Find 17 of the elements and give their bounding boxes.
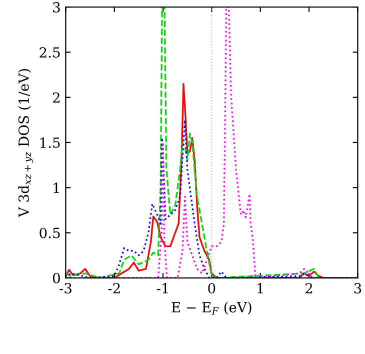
line-series [66,7,358,278]
x-tick-label: -1 [156,282,168,294]
x-tick-label: 2 [306,282,312,294]
y-axis-title: V 3d$_{xz+yz}$ DOS (1/eV) [18,69,34,218]
x-tick-label: 1 [258,282,263,294]
y-tick-label: 3 [53,2,60,13]
y-tick-label: 2 [52,92,60,103]
x-tick-label: -2 [108,282,120,294]
x-tick-label: 3 [354,282,362,294]
x-tick-label: 0 [208,282,216,294]
y-tick-label: 1.5 [40,137,60,148]
y-tick-label: 2.5 [40,47,60,58]
y-tick-label: 0 [52,272,60,284]
y-tick-label: 1 [54,182,59,193]
x-tick-label: -3 [60,282,72,294]
y-tick-label: 0.5 [40,228,60,238]
x-axis-title: E − E$_{F}$ (eV) [172,302,252,314]
